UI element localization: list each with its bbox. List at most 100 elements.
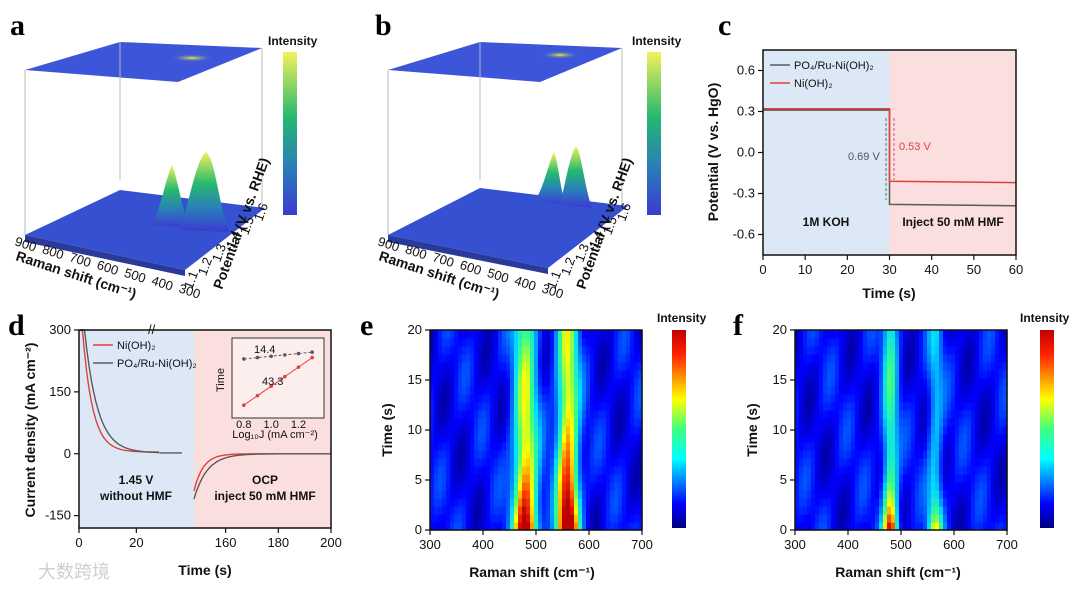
heat-cell — [554, 522, 559, 531]
heat-cell — [518, 506, 523, 515]
heat-cell — [955, 394, 960, 403]
heat-cell — [887, 474, 892, 483]
panel-f-colorbar — [1040, 330, 1054, 528]
heat-cell — [610, 466, 615, 475]
heat-cell — [610, 362, 615, 371]
panel-a-projection-hotspot — [170, 54, 214, 62]
heat-cell — [526, 370, 531, 379]
heat-cell — [598, 490, 603, 499]
heat-cell — [466, 506, 471, 515]
heat-cell — [915, 442, 920, 451]
heat-cell — [979, 338, 984, 347]
heat-cell — [626, 370, 631, 379]
heat-cell — [907, 418, 912, 427]
heat-cell — [795, 402, 800, 411]
heat-cell — [490, 402, 495, 411]
heat-cell — [835, 482, 840, 491]
heat-cell — [987, 450, 992, 459]
heat-cell — [446, 346, 451, 355]
heat-cell — [474, 482, 479, 491]
heat-cell — [979, 442, 984, 451]
heat-cell — [847, 386, 852, 395]
heat-cell — [903, 474, 908, 483]
heat-cell — [526, 378, 531, 387]
heat-cell — [975, 354, 980, 363]
heat-cell — [851, 466, 856, 475]
heat-cell — [594, 378, 599, 387]
heat-cell — [554, 482, 559, 491]
heat-cell — [490, 442, 495, 451]
heat-cell — [851, 490, 856, 499]
heat-cell — [462, 338, 467, 347]
heat-cell — [490, 458, 495, 467]
heat-cell — [995, 370, 1000, 379]
heat-cell — [470, 522, 475, 531]
heat-cell — [590, 442, 595, 451]
heat-cell — [586, 410, 591, 419]
heat-cell — [871, 426, 876, 435]
panel-b-letter: b — [375, 9, 392, 42]
heat-cell — [538, 434, 543, 443]
heat-cell — [871, 394, 876, 403]
heat-cell — [839, 418, 844, 427]
heat-cell — [610, 498, 615, 507]
heat-cell — [602, 474, 607, 483]
heat-cell — [550, 346, 555, 355]
heat-cell — [446, 386, 451, 395]
y-tick-label: 1.3 — [572, 242, 592, 264]
heat-cell — [863, 434, 868, 443]
heat-cell — [915, 490, 920, 499]
heat-cell — [975, 506, 980, 515]
heat-cell — [799, 338, 804, 347]
heat-cell — [955, 442, 960, 451]
heat-cell — [947, 418, 952, 427]
heat-cell — [566, 506, 571, 515]
heat-cell — [522, 522, 527, 531]
heat-cell — [915, 330, 920, 339]
heat-cell — [522, 514, 527, 523]
heat-cell — [482, 466, 487, 475]
x-tick-label: 300 — [540, 281, 565, 302]
heat-cell — [530, 386, 535, 395]
heat-cell — [811, 474, 816, 483]
heat-cell — [482, 362, 487, 371]
heat-cell — [795, 386, 800, 395]
heat-cell — [823, 362, 828, 371]
heat-cell — [454, 370, 459, 379]
heat-cell — [887, 490, 892, 499]
heat-cell — [979, 410, 984, 419]
heat-cell — [823, 402, 828, 411]
heat-cell — [843, 458, 848, 467]
heat-cell — [598, 458, 603, 467]
heat-cell — [947, 498, 952, 507]
heat-cell — [558, 514, 563, 523]
heat-cell — [550, 442, 555, 451]
heat-cell — [510, 474, 515, 483]
heat-cell — [570, 418, 575, 427]
heat-cell — [526, 474, 531, 483]
y-tick-label: 0 — [780, 522, 787, 537]
heat-cell — [987, 338, 992, 347]
heat-cell — [819, 514, 824, 523]
heat-cell — [899, 458, 904, 467]
heat-cell — [474, 490, 479, 499]
heat-cell — [879, 482, 884, 491]
heat-cell — [458, 450, 463, 459]
heat-cell — [554, 402, 559, 411]
heat-cell — [454, 354, 459, 363]
heat-cell — [474, 386, 479, 395]
heat-cell — [570, 498, 575, 507]
heat-cell — [987, 426, 992, 435]
heat-cell — [502, 466, 507, 475]
heat-cell — [855, 498, 860, 507]
heat-cell — [582, 482, 587, 491]
heat-cell — [967, 410, 972, 419]
heat-cell — [799, 466, 804, 475]
heat-cell — [919, 410, 924, 419]
heat-cell — [526, 514, 531, 523]
heat-cell — [887, 514, 892, 523]
heat-cell — [967, 370, 972, 379]
heat-cell — [903, 434, 908, 443]
heat-cell — [582, 402, 587, 411]
heat-cell — [919, 378, 924, 387]
